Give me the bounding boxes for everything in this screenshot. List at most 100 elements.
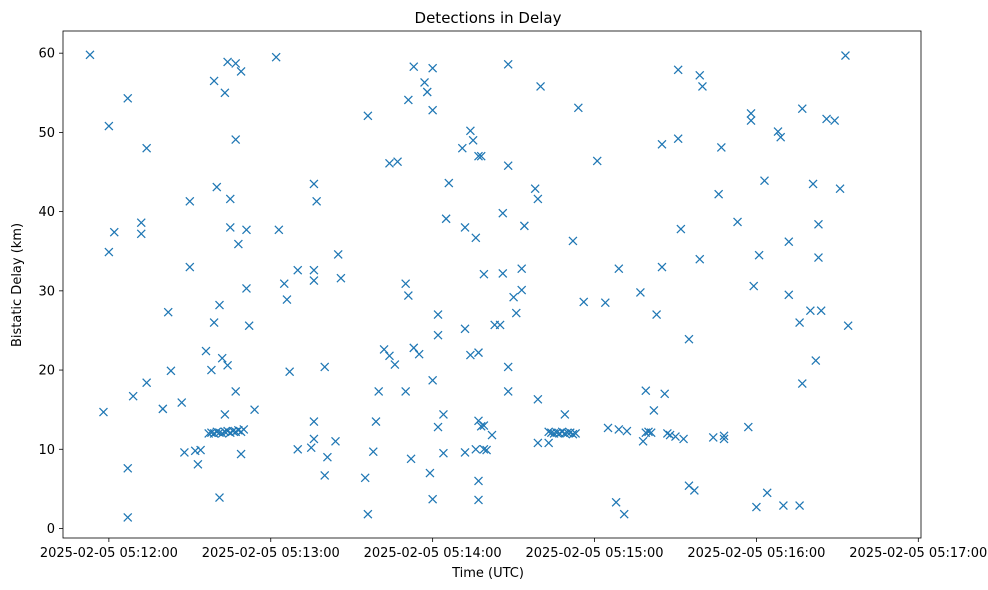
data-point bbox=[104, 247, 114, 257]
data-point bbox=[603, 423, 613, 433]
data-point bbox=[231, 59, 241, 68]
data-point bbox=[390, 360, 400, 369]
data-point bbox=[433, 310, 443, 320]
data-point bbox=[128, 391, 138, 401]
data-point bbox=[236, 449, 246, 459]
data-point bbox=[571, 428, 581, 438]
data-point bbox=[517, 264, 527, 274]
data-point bbox=[673, 65, 683, 75]
data-point bbox=[644, 427, 653, 437]
data-point bbox=[368, 447, 378, 457]
chart-title: Detections in Delay bbox=[415, 9, 562, 27]
y-tick-label: 50 bbox=[38, 126, 55, 141]
data-point bbox=[223, 360, 233, 370]
data-point bbox=[784, 290, 794, 300]
data-point bbox=[320, 470, 330, 480]
data-point bbox=[363, 509, 373, 519]
data-point bbox=[220, 409, 230, 419]
data-point bbox=[250, 405, 260, 415]
data-point bbox=[409, 62, 419, 72]
data-point bbox=[592, 156, 602, 166]
data-point bbox=[778, 501, 788, 510]
data-point bbox=[201, 346, 211, 356]
data-point bbox=[142, 378, 152, 388]
data-point bbox=[309, 417, 319, 426]
data-point bbox=[474, 476, 483, 486]
data-point bbox=[544, 427, 554, 437]
data-point bbox=[684, 334, 694, 344]
data-point bbox=[679, 434, 689, 444]
x-tick-label: 2025-02-05 05:15:00 bbox=[525, 546, 663, 561]
data-point bbox=[309, 276, 319, 285]
data-point bbox=[474, 151, 483, 161]
data-point bbox=[158, 404, 168, 414]
y-tick-label: 0 bbox=[47, 522, 55, 537]
data-point bbox=[619, 509, 629, 519]
y-tick-label: 40 bbox=[38, 205, 55, 220]
data-point bbox=[762, 488, 772, 498]
data-point bbox=[215, 300, 224, 310]
plot-area: 2025-02-05 05:12:00 2025-02-05 05:13:00 20… bbox=[38, 30, 987, 561]
data-point bbox=[406, 454, 416, 464]
data-point bbox=[719, 434, 729, 444]
data-point bbox=[465, 126, 475, 136]
data-point bbox=[695, 254, 705, 264]
data-point bbox=[746, 116, 756, 125]
data-point bbox=[503, 161, 513, 171]
data-point bbox=[420, 78, 429, 87]
data-point bbox=[808, 179, 818, 189]
data-point bbox=[498, 268, 508, 278]
data-point bbox=[533, 194, 543, 204]
data-point bbox=[746, 108, 756, 118]
data-point bbox=[476, 421, 486, 431]
y-tick-label: 60 bbox=[38, 47, 55, 62]
data-point bbox=[671, 432, 680, 442]
data-point bbox=[479, 269, 489, 279]
data-point bbox=[233, 239, 243, 249]
data-point bbox=[242, 225, 251, 235]
data-point bbox=[773, 127, 783, 137]
data-point bbox=[360, 473, 370, 483]
data-point bbox=[460, 223, 470, 232]
data-point bbox=[517, 285, 527, 295]
data-point bbox=[401, 279, 411, 289]
x-tick-label: 2025-02-05 05:16:00 bbox=[687, 546, 825, 561]
data-point bbox=[652, 310, 662, 320]
data-point bbox=[142, 143, 152, 153]
data-point bbox=[444, 178, 454, 188]
x-axis-label: Time (UTC) bbox=[451, 566, 524, 581]
data-point bbox=[385, 351, 394, 361]
data-point bbox=[673, 134, 683, 144]
data-point bbox=[136, 218, 146, 228]
data-point bbox=[665, 430, 675, 440]
data-point bbox=[123, 463, 133, 473]
data-point bbox=[179, 448, 189, 457]
data-point bbox=[239, 425, 249, 434]
data-point bbox=[660, 389, 670, 399]
data-point bbox=[433, 422, 443, 432]
data-point bbox=[716, 143, 726, 152]
data-point bbox=[236, 66, 246, 76]
data-point bbox=[85, 50, 95, 60]
data-point bbox=[843, 321, 853, 331]
data-point bbox=[474, 348, 483, 358]
data-point bbox=[638, 436, 648, 446]
data-point bbox=[425, 468, 435, 478]
data-point bbox=[733, 217, 742, 227]
data-point bbox=[136, 229, 146, 239]
data-point bbox=[306, 443, 316, 453]
data-point bbox=[471, 444, 481, 454]
data-point bbox=[795, 318, 805, 327]
data-point bbox=[482, 445, 492, 455]
data-point bbox=[698, 82, 707, 91]
data-point bbox=[428, 494, 438, 504]
data-point bbox=[320, 362, 330, 372]
data-point bbox=[689, 486, 699, 495]
data-point bbox=[751, 502, 761, 512]
data-point bbox=[379, 345, 389, 354]
data-point bbox=[511, 308, 521, 318]
data-point bbox=[285, 367, 295, 377]
data-point bbox=[333, 249, 343, 259]
data-point bbox=[438, 409, 448, 419]
data-point bbox=[797, 379, 807, 388]
